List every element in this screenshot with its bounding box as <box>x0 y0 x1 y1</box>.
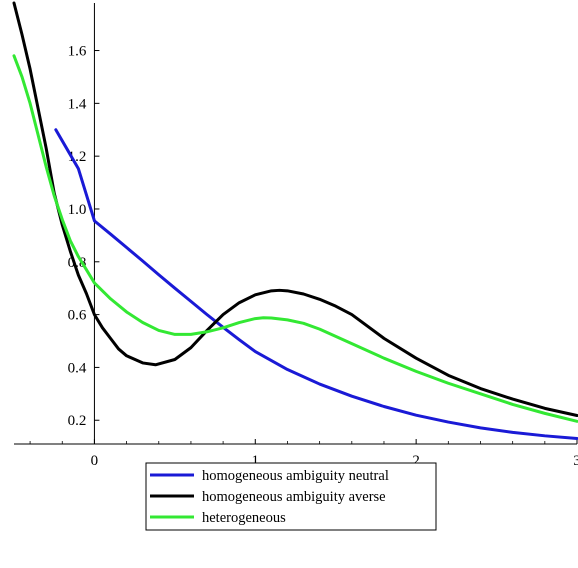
series-line-1 <box>54 128 578 440</box>
y-tick-label: 0.2 <box>68 413 87 429</box>
plot-lines <box>12 1 578 440</box>
legend-label: homogeneous ambiguity averse <box>202 489 386 505</box>
y-tick-label: 1.0 <box>68 202 87 218</box>
x-tick-label: 3 <box>573 453 578 469</box>
legend-box <box>145 462 437 531</box>
x-tick-label: 0 <box>91 453 99 469</box>
series-line-3 <box>12 54 578 423</box>
y-tick-label: 0.6 <box>68 308 87 324</box>
y-tick-label: 1.4 <box>68 96 87 112</box>
y-tick-label: 1.6 <box>68 44 87 60</box>
x-tick-label: 1 <box>252 453 260 469</box>
y-tick-label: 0.4 <box>68 360 87 376</box>
legend-label: heterogeneous <box>202 510 286 526</box>
legend: homogeneous ambiguity neutral homogeneous… <box>145 462 437 531</box>
series-line-2 <box>12 1 578 417</box>
legend-label: homogeneous ambiguity neutral <box>202 468 389 484</box>
x-tick-label: 2 <box>412 453 420 469</box>
